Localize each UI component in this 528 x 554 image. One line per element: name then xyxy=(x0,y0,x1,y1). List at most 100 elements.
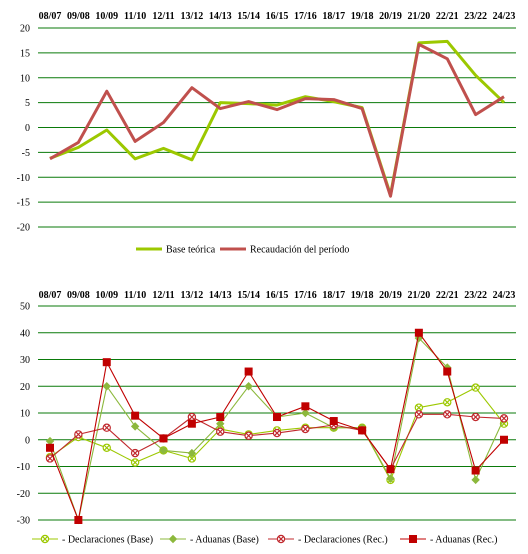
x-category-label: 11/10 xyxy=(124,11,146,22)
legend-item: Base teórica xyxy=(136,245,216,256)
data-point xyxy=(414,328,423,337)
x-category-label: 21/20 xyxy=(407,11,430,22)
y-tick-label: 20 xyxy=(20,24,30,35)
x-category-label: 21/20 xyxy=(407,290,430,301)
chart-bottom-declaraciones-aduanas: 50 40 30 20 10 0 -10 -20 -30 08/07 09/08 10/09 11/10… xyxy=(17,290,516,546)
data-point-cross xyxy=(75,431,82,438)
data-point xyxy=(358,426,367,435)
y-tick-label: -20 xyxy=(17,489,30,500)
data-point xyxy=(443,367,452,376)
x-category-label: 08/07 xyxy=(39,290,62,301)
legend-label: - Aduanas (Rec.) xyxy=(430,535,497,546)
y-tick-label: -10 xyxy=(17,462,30,473)
data-point xyxy=(45,436,55,446)
x-category-label: 19/18 xyxy=(351,11,374,22)
x-category-label: 09/08 xyxy=(67,11,90,22)
legend-label: - Declaraciones (Rec.) xyxy=(298,535,388,546)
data-point xyxy=(386,474,395,483)
data-point-cross xyxy=(217,428,224,435)
data-point xyxy=(102,443,111,452)
data-point-cross xyxy=(416,411,422,418)
legend-item: - Aduanas (Rec.) xyxy=(400,535,497,546)
series-line-0 xyxy=(49,39,506,197)
data-point-cross xyxy=(132,459,138,466)
data-point xyxy=(471,475,480,485)
data-point xyxy=(500,435,508,444)
x-category-label: 08/07 xyxy=(39,11,62,22)
legend-marker xyxy=(40,534,50,544)
legend-item: Recaudación del período xyxy=(220,245,349,256)
x-category-label: 22/21 xyxy=(436,290,459,301)
y-tick-label: 10 xyxy=(20,409,30,420)
data-point xyxy=(102,382,111,391)
data-point xyxy=(159,434,168,443)
data-point-cross xyxy=(189,455,195,462)
data-point xyxy=(244,367,253,376)
data-point-cross xyxy=(501,415,507,422)
y-tick-label: 0 xyxy=(25,123,30,134)
data-point xyxy=(74,516,83,524)
legend-item: - Declaraciones (Base) xyxy=(32,535,153,546)
data-point-cross xyxy=(472,384,479,391)
x-category-label: 20/19 xyxy=(379,11,402,22)
legend-marker xyxy=(276,534,286,544)
data-point-cross xyxy=(189,414,195,420)
data-point xyxy=(130,458,140,467)
data-point-cross xyxy=(302,426,309,432)
x-category-label: 16/15 xyxy=(266,11,289,22)
legend-item: - Declaraciones (Rec.) xyxy=(268,535,388,546)
x-category-label: 15/14 xyxy=(237,290,260,301)
x-category-label: 13/12 xyxy=(180,290,203,301)
legend-label: Recaudación del período xyxy=(250,245,349,256)
data-point xyxy=(187,412,197,422)
data-point xyxy=(74,430,83,439)
x-category-label: 13/12 xyxy=(180,11,203,22)
data-point xyxy=(102,423,111,432)
data-point xyxy=(131,411,140,420)
x-category-label: 18/17 xyxy=(322,290,345,301)
x-category-label: 20/19 xyxy=(379,290,402,301)
x-category-label: 16/15 xyxy=(266,290,289,301)
chart-top-base-vs-recaudacion: 20 15 10 5 0 -5 -10 -15 -20 08/07 09/08 10/09 11/10 1… xyxy=(17,11,516,256)
y-tick-label: -30 xyxy=(17,516,30,527)
legend-label: Base teórica xyxy=(166,245,216,256)
x-category-label: 23/22 xyxy=(464,11,487,22)
x-category-label: 12/11 xyxy=(152,11,174,22)
x-category-label: 23/22 xyxy=(464,290,487,301)
data-point xyxy=(471,466,480,475)
data-point xyxy=(187,454,197,463)
data-point xyxy=(216,419,225,428)
data-point xyxy=(159,446,168,455)
data-point xyxy=(130,448,140,458)
legend-marker-cross xyxy=(42,536,48,542)
x-category-label: 18/17 xyxy=(322,11,345,22)
legend-item: - Aduanas (Base) xyxy=(160,535,259,546)
data-point xyxy=(301,408,310,418)
y-tick-label: 0 xyxy=(25,435,30,446)
y-tick-label: 15 xyxy=(20,48,30,59)
data-point xyxy=(499,414,509,423)
y-tick-label: 10 xyxy=(20,73,30,84)
y-tick-label: 5 xyxy=(25,98,30,109)
legend-label: - Aduanas (Base) xyxy=(190,535,259,546)
y-tick-label: 20 xyxy=(20,382,30,393)
data-point xyxy=(301,402,310,411)
data-point xyxy=(46,443,54,452)
x-category-label: 09/08 xyxy=(67,290,90,301)
x-category-label: 11/10 xyxy=(124,290,146,301)
x-category-label: 14/13 xyxy=(209,11,232,22)
data-point-cross xyxy=(245,432,252,439)
data-point xyxy=(216,427,225,436)
data-point xyxy=(187,419,196,428)
y-tick-label: -20 xyxy=(17,223,30,234)
series-line-1 xyxy=(49,42,505,198)
data-point xyxy=(386,465,395,474)
y-tick-label: -15 xyxy=(17,198,30,209)
y-tick-label: -5 xyxy=(22,148,30,159)
data-point xyxy=(471,412,480,422)
data-point-cross xyxy=(444,399,451,406)
data-point-cross xyxy=(132,450,138,456)
data-point-cross xyxy=(472,414,479,420)
legend-marker xyxy=(168,534,178,544)
x-category-label: 10/09 xyxy=(95,11,118,22)
